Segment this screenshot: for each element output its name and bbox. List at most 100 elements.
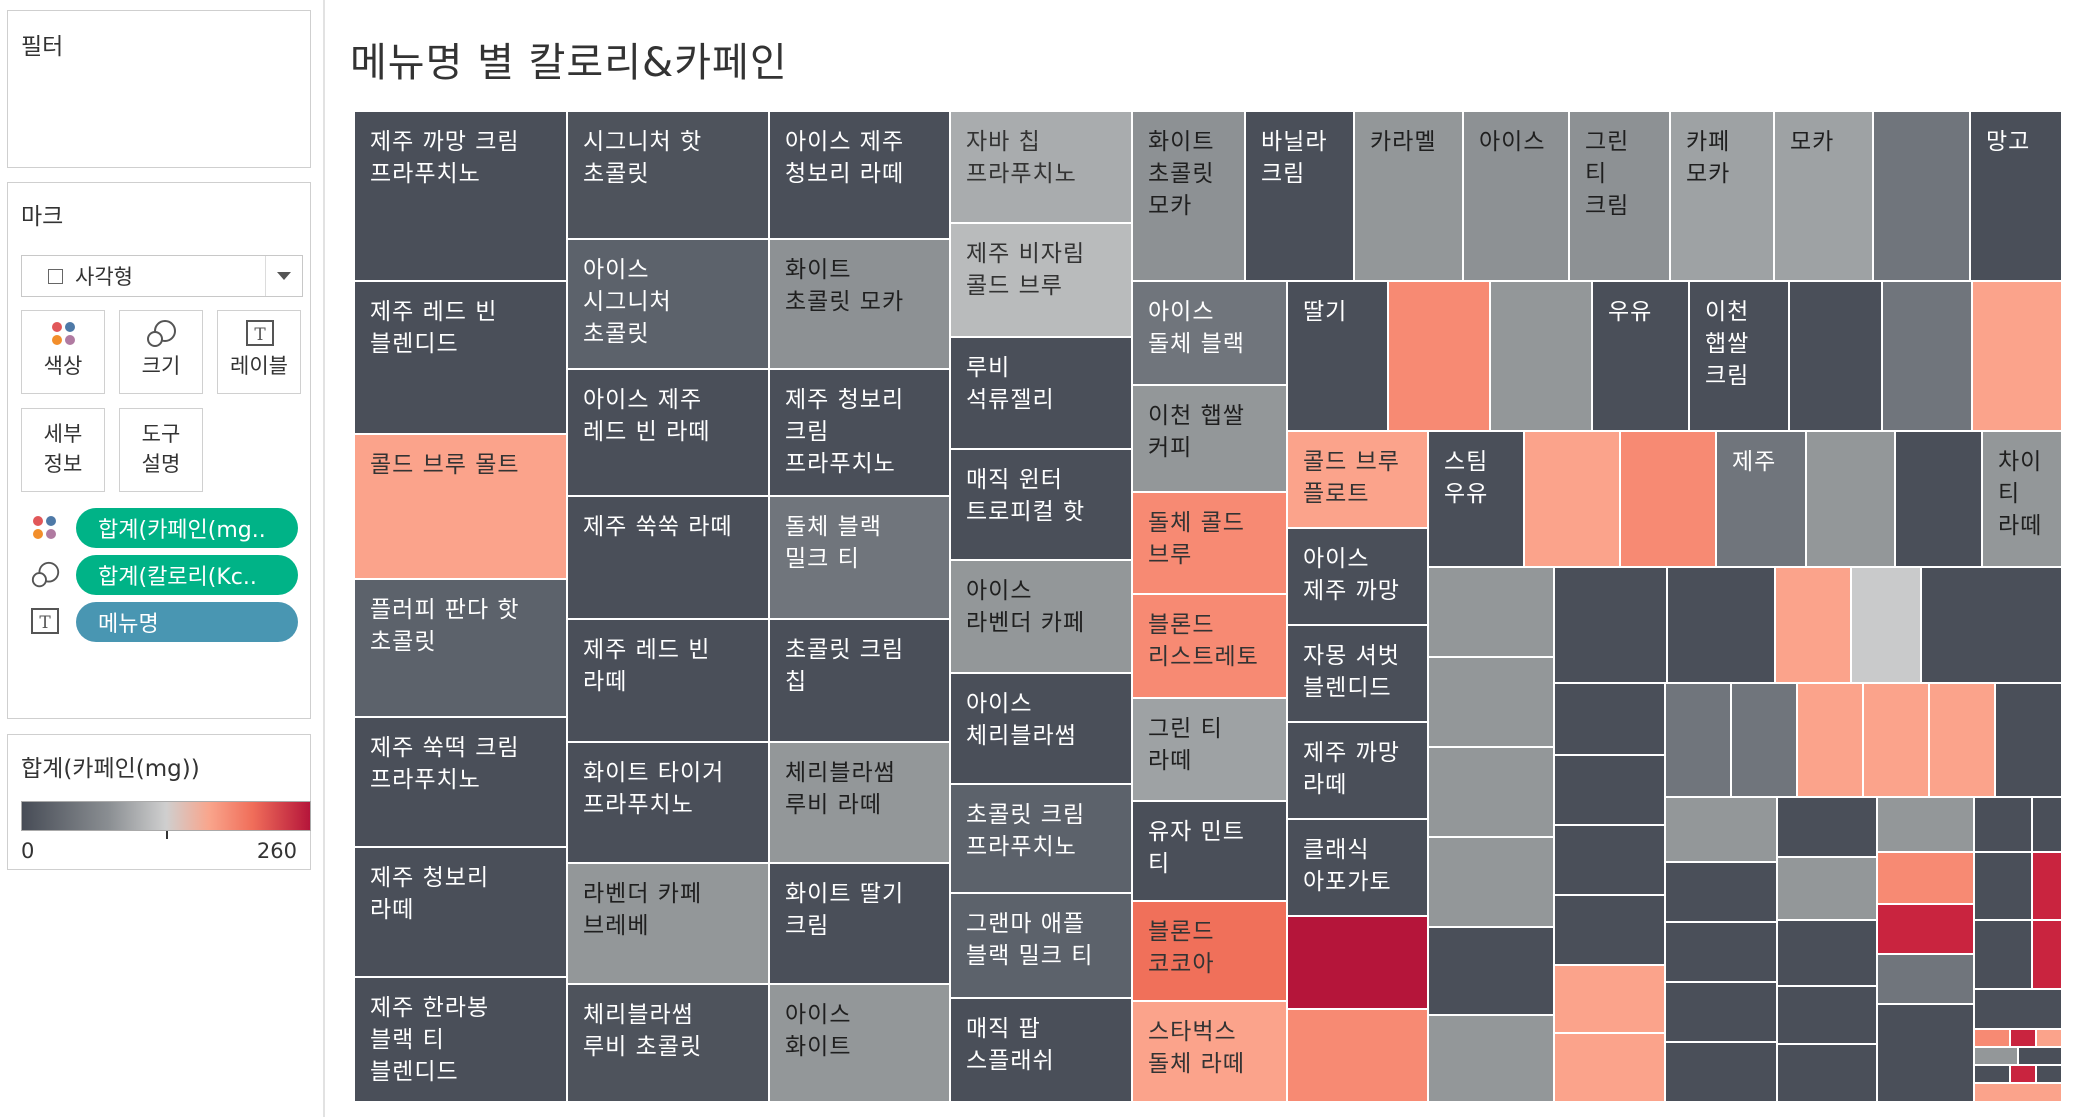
treemap-tile[interactable] [1975, 1084, 2063, 1103]
treemap-tile[interactable] [2033, 853, 2063, 921]
treemap-tile[interactable] [1555, 684, 1666, 756]
treemap-tile[interactable] [1555, 966, 1666, 1034]
treemap-tile[interactable]: 망고 [1971, 112, 2063, 282]
treemap-tile[interactable] [1878, 798, 1975, 853]
treemap-tile[interactable]: 아이스 제주 레드 빈 라떼 [568, 370, 770, 497]
treemap-tile[interactable] [1975, 1048, 2019, 1066]
treemap-tile[interactable] [1996, 684, 2063, 798]
treemap-tile[interactable]: 제주 청보리 크림 프라푸치노 [770, 370, 951, 497]
treemap-tile[interactable] [1778, 1045, 1878, 1103]
treemap-tile[interactable]: 초콜릿 크림 프라푸치노 [951, 785, 1133, 894]
treemap-tile[interactable] [1666, 798, 1778, 863]
treemap-tile[interactable]: 자몽 셔벗 블렌디드 [1288, 626, 1429, 723]
treemap-tile[interactable] [1975, 990, 2063, 1030]
treemap-tile[interactable]: 제주 레드 빈 블렌디드 [355, 282, 568, 435]
treemap-tile[interactable] [1668, 568, 1776, 684]
treemap-tile[interactable]: 딸기 [1288, 282, 1389, 432]
treemap-tile[interactable]: 차이 티 라떼 [1983, 432, 2063, 568]
treemap-tile[interactable] [1790, 282, 1883, 432]
menu-name-label-shelf[interactable]: T 메뉴명 [30, 602, 298, 642]
treemap-tile[interactable] [1555, 568, 1668, 684]
calorie-sum-pill[interactable]: 합계(칼로리(Kc.. [76, 555, 298, 595]
treemap-tile[interactable]: 아이스 돌체 블랙 [1133, 282, 1288, 386]
treemap-tile[interactable] [1429, 568, 1555, 658]
color-button[interactable]: 색상 [21, 310, 105, 394]
caffeine-sum-pill[interactable]: 합계(카페인(mg.. [76, 508, 298, 548]
treemap-tile[interactable] [1525, 432, 1621, 568]
treemap-tile[interactable]: 아이스 화이트 [770, 985, 951, 1103]
mark-type-dropdown[interactable]: 사각형 [21, 255, 303, 297]
treemap-tile[interactable] [1778, 798, 1878, 858]
treemap-tile[interactable]: 그랜마 애플 블랙 밀크 티 [951, 894, 1133, 999]
label-button[interactable]: T 레이블 [217, 310, 301, 394]
treemap-tile[interactable]: 매직 팝 스플래쉬 [951, 999, 1133, 1103]
treemap-tile[interactable] [1798, 684, 1864, 798]
treemap-tile[interactable] [1666, 684, 1732, 798]
treemap-tile[interactable] [1778, 858, 1878, 921]
treemap-tile[interactable]: 화이트 초콜릿 모카 [770, 240, 951, 370]
treemap-tile[interactable]: 제주 비자림 콜드 브루 [951, 224, 1133, 338]
treemap-tile[interactable] [1621, 432, 1717, 568]
filters-panel[interactable]: 필터 [7, 10, 311, 168]
treemap-tile[interactable] [1878, 853, 1975, 905]
treemap-tile[interactable]: 제주 청보리 라떼 [355, 848, 568, 978]
treemap-tile[interactable] [1555, 826, 1666, 896]
treemap-tile[interactable]: 제주 한라봉 블랙 티 블렌디드 [355, 978, 568, 1103]
treemap-tile[interactable]: 아이스 라벤더 카페 [951, 561, 1133, 674]
treemap-tile[interactable] [1491, 282, 1593, 432]
treemap-tile[interactable]: 초콜릿 크림 칩 [770, 620, 951, 743]
tooltip-button[interactable]: 도구 설명 [119, 408, 203, 492]
treemap-tile[interactable]: 아이스 시그니처 초콜릿 [568, 240, 770, 370]
treemap-tile[interactable] [1666, 1043, 1778, 1103]
treemap-tile[interactable] [1429, 838, 1555, 928]
treemap-tile[interactable] [1288, 1010, 1429, 1103]
calorie-size-shelf[interactable]: 합계(칼로리(Kc.. [30, 555, 298, 595]
treemap-tile[interactable] [1975, 798, 2033, 853]
treemap-tile[interactable]: 제주 레드 빈 라떼 [568, 620, 770, 743]
treemap-tile[interactable]: 아이스 체리블라썸 [951, 674, 1133, 785]
treemap-tile[interactable] [1555, 1034, 1666, 1103]
treemap-tile[interactable]: 자바 칩 프라푸치노 [951, 112, 1133, 224]
treemap-tile[interactable] [1922, 568, 2063, 684]
treemap-tile[interactable]: 라벤더 카페 브레베 [568, 864, 770, 985]
treemap-tile[interactable]: 이천 햅쌀 크림 [1690, 282, 1790, 432]
treemap-tile[interactable]: 그린 티 라떼 [1133, 699, 1288, 802]
treemap-tile[interactable] [2011, 1030, 2037, 1048]
treemap-tile[interactable]: 유자 민트 티 [1133, 802, 1288, 902]
treemap-tile[interactable]: 제주 까망 라떼 [1288, 723, 1429, 820]
treemap-tile[interactable]: 스팀 우유 [1429, 432, 1525, 568]
menu-name-pill[interactable]: 메뉴명 [76, 602, 298, 642]
treemap-tile[interactable]: 화이트 타이거 프라푸치노 [568, 743, 770, 864]
treemap-tile[interactable]: 카페 모카 [1671, 112, 1775, 282]
treemap-tile[interactable] [1429, 748, 1555, 838]
treemap-tile[interactable] [1874, 112, 1971, 282]
treemap-tile[interactable] [1776, 568, 1852, 684]
treemap-tile[interactable]: 그린 티 크림 [1570, 112, 1671, 282]
detail-button[interactable]: 세부 정보 [21, 408, 105, 492]
treemap-tile[interactable]: 화이트 딸기 크림 [770, 864, 951, 985]
treemap-tile[interactable] [1878, 905, 1975, 955]
treemap-tile[interactable] [1807, 432, 1896, 568]
treemap-tile[interactable] [1975, 1030, 2011, 1048]
treemap-tile[interactable] [1429, 1016, 1555, 1103]
treemap-tile[interactable]: 아이스 [1464, 112, 1570, 282]
treemap-tile[interactable] [1975, 853, 2033, 921]
treemap-tile[interactable] [1429, 928, 1555, 1016]
treemap-tile[interactable] [2033, 921, 2063, 990]
treemap-tile[interactable]: 제주 까망 크림 프라푸치노 [355, 112, 568, 282]
treemap-tile[interactable] [1666, 983, 1778, 1043]
chevron-down-icon[interactable] [265, 256, 302, 296]
treemap-tile[interactable]: 매직 윈터 트로피컬 핫 [951, 450, 1133, 561]
treemap-tile[interactable] [1852, 568, 1922, 684]
treemap-tile[interactable]: 블론드 리스트레토 [1133, 595, 1288, 699]
treemap-tile[interactable]: 루비 석류젤리 [951, 338, 1133, 450]
treemap-tile[interactable] [1666, 923, 1778, 983]
treemap-tile[interactable] [1878, 955, 1975, 1005]
treemap-tile[interactable] [2011, 1066, 2037, 1084]
treemap-tile[interactable] [1778, 987, 1878, 1045]
treemap-tile[interactable]: 제주 쑥쑥 라떼 [568, 497, 770, 620]
treemap-tile[interactable]: 콜드 브루 플로트 [1288, 432, 1429, 529]
treemap-tile[interactable] [1778, 921, 1878, 987]
treemap-tile[interactable]: 돌체 콜드 브루 [1133, 493, 1288, 595]
treemap-tile[interactable]: 제주 쑥떡 크림 프라푸치노 [355, 718, 568, 848]
